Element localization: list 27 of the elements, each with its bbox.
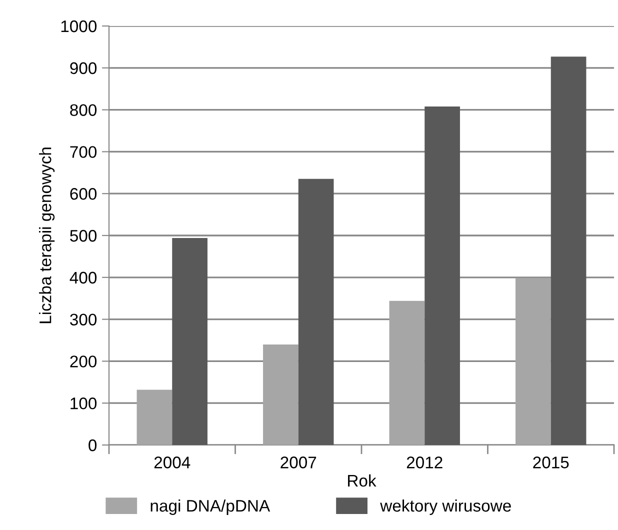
y-tick-label: 1000 bbox=[61, 20, 97, 32]
y-tick-label: 0 bbox=[88, 439, 97, 452]
y-tick-label: 900 bbox=[70, 62, 97, 74]
bar bbox=[550, 56, 586, 445]
y-tick-label: 700 bbox=[70, 146, 97, 158]
y-tick-label: 500 bbox=[70, 230, 97, 242]
y-tick-label: 400 bbox=[70, 272, 97, 284]
bar bbox=[424, 106, 460, 445]
x-tick-label: 2007 bbox=[280, 456, 316, 468]
x-tick-label: 2012 bbox=[406, 456, 442, 468]
y-tick-label: 100 bbox=[70, 398, 97, 410]
y-axis-title: Liczba terapii genowych bbox=[39, 148, 55, 324]
y-tick-label: 800 bbox=[70, 104, 97, 116]
y-tick-label: 200 bbox=[70, 356, 97, 368]
bar bbox=[172, 238, 208, 445]
x-tick-label: 2004 bbox=[154, 456, 190, 468]
bar bbox=[389, 300, 425, 445]
bar bbox=[136, 390, 172, 445]
legend-label: wektory wirusowe bbox=[380, 499, 511, 515]
bar bbox=[516, 278, 551, 445]
bar bbox=[298, 178, 334, 445]
x-tick-label: 2015 bbox=[533, 456, 569, 468]
y-tick-label: 300 bbox=[70, 314, 97, 326]
x-axis-title: Rok bbox=[348, 474, 376, 487]
bar bbox=[263, 344, 298, 445]
legend-label: nagi DNA/pDNA bbox=[150, 499, 270, 515]
y-tick-label: 600 bbox=[70, 188, 97, 200]
